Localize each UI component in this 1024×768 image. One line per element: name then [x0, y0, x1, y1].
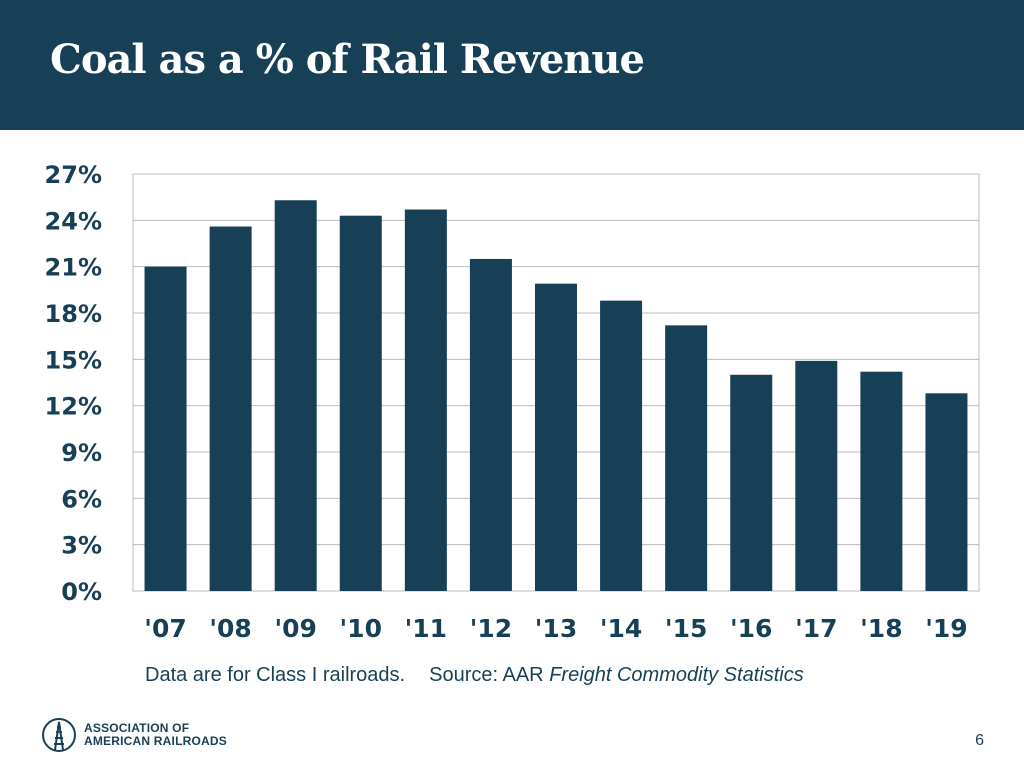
x-tick-label: '18: [860, 614, 902, 643]
bar: [404, 209, 447, 591]
x-tick-label: '07: [144, 614, 186, 643]
bar: [469, 258, 512, 591]
y-tick-label: 3%: [61, 532, 102, 560]
y-tick-label: 21%: [45, 254, 102, 282]
y-tick-label: 24%: [45, 207, 102, 235]
page-number: 6: [975, 732, 984, 749]
title-banner: Coal as a % of Rail Revenue: [0, 0, 1024, 130]
y-tick-label: 15%: [45, 346, 102, 374]
bar: [600, 300, 643, 591]
logo-wordmark: ASSOCIATION OF AMERICAN RAILROADS: [84, 722, 227, 748]
logo-line-1: ASSOCIATION OF: [84, 721, 190, 735]
x-tick-label: '11: [405, 614, 447, 643]
x-tick-label: '12: [470, 614, 512, 643]
bar: [795, 360, 838, 591]
logo-line-2: AMERICAN RAILROADS: [84, 734, 227, 748]
bar: [730, 374, 773, 591]
x-tick-label: '14: [600, 614, 642, 643]
y-tick-label: 0%: [61, 578, 102, 606]
y-tick-label: 27%: [45, 161, 102, 189]
source-text: Source: AAR Freight Commodity Statistics: [429, 664, 804, 686]
x-tick-label: '17: [795, 614, 837, 643]
bar-chart: 0% 3% 6% 9% 12% 15% 18% 21% 24% 27% '07 '08 '09 '10 '1…: [45, 161, 980, 643]
bar: [925, 393, 968, 591]
bar: [209, 226, 252, 591]
y-tick-label: 12%: [45, 393, 102, 421]
railroad-track-icon: [42, 718, 76, 752]
y-tick-label: 9%: [61, 439, 102, 467]
source-title: Freight Commodity Statistics: [549, 664, 804, 686]
chart-footnote: Data are for Class I railroads. Source: A…: [145, 664, 804, 687]
x-tick-label: '15: [665, 614, 707, 643]
bar: [144, 266, 187, 591]
x-tick-label: '16: [730, 614, 772, 643]
bar: [339, 215, 382, 591]
bar: [274, 200, 317, 591]
bar: [860, 371, 903, 591]
bar: [535, 283, 577, 591]
x-tick-label: '10: [340, 614, 382, 643]
bar: [665, 325, 708, 591]
source-prefix: Source: AAR: [429, 664, 544, 686]
y-tick-label: 18%: [45, 300, 102, 328]
y-tick-label: 6%: [61, 485, 102, 513]
x-tick-label: '19: [925, 614, 967, 643]
x-tick-label: '09: [274, 614, 316, 643]
footnote-text: Data are for Class I railroads.: [145, 664, 406, 686]
x-tick-label: '08: [209, 614, 251, 643]
slide-title: Coal as a % of Rail Revenue: [50, 36, 645, 83]
x-tick-label: '13: [535, 614, 577, 643]
aar-logo: ASSOCIATION OF AMERICAN RAILROADS: [40, 716, 227, 754]
